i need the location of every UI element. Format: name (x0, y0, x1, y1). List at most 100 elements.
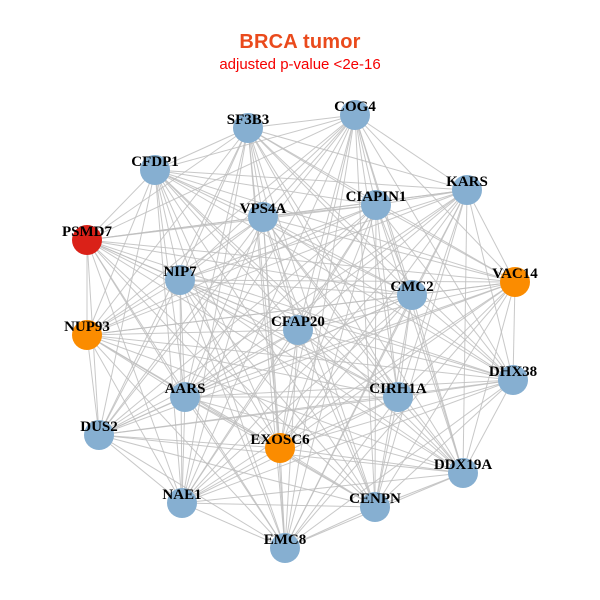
network-edge (98, 434, 286, 549)
network-edge (98, 434, 376, 508)
network-edge (86, 127, 249, 336)
network-edge (374, 204, 377, 508)
network-edge (179, 279, 413, 296)
network-edge (184, 281, 516, 398)
network-edge (181, 114, 356, 504)
network-edge (354, 114, 468, 191)
network-edge (279, 447, 464, 474)
network-edge (279, 396, 399, 449)
network-node-PSMD7 (72, 225, 102, 255)
network-node-label-CIAPIN1: CIAPIN1 (346, 189, 407, 205)
network-edge (184, 189, 468, 398)
network-edge (247, 127, 464, 474)
network-edge (184, 379, 514, 398)
network-edge (86, 169, 156, 336)
network-node-label-DUS2: DUS2 (80, 419, 118, 435)
network-edge (279, 379, 514, 449)
network-edge (297, 294, 413, 331)
network-edge (462, 379, 514, 474)
network-node-label-NAE1: NAE1 (162, 487, 201, 503)
network-edge (247, 127, 376, 508)
network-edge (247, 127, 399, 398)
network-edge (86, 281, 516, 336)
network-edge (179, 216, 264, 281)
network-node-CIAPIN1 (361, 190, 391, 220)
network-edge (154, 169, 377, 206)
network-edge (86, 169, 156, 241)
network-edge (179, 279, 514, 381)
network-edge (98, 204, 377, 436)
network-edge (184, 396, 281, 449)
network-edge (154, 169, 286, 549)
network-edge (154, 169, 264, 218)
network-edge (184, 127, 249, 398)
network-edge (154, 169, 399, 398)
network-edge (354, 114, 376, 508)
network-edge (181, 502, 376, 508)
network-edge (297, 329, 376, 508)
network-edge (86, 239, 376, 508)
network-edge (98, 216, 264, 436)
network-edge (411, 294, 514, 381)
network-edge (98, 279, 181, 436)
network-edge (374, 396, 399, 508)
network-edge (375, 204, 516, 283)
network-edge (154, 169, 516, 283)
network-edge (86, 239, 514, 381)
network-edge (179, 279, 299, 331)
network-edge (86, 329, 299, 336)
network-node-label-SF3B3: SF3B3 (227, 112, 270, 128)
network-edge (179, 127, 249, 281)
network-nodes (72, 100, 530, 563)
network-edge (179, 189, 468, 281)
network-node-CENPN (360, 492, 390, 522)
network-edge (247, 127, 264, 218)
network-edge (154, 169, 413, 296)
network-node-label-CFDP1: CFDP1 (131, 154, 179, 170)
network-edge (279, 447, 286, 549)
network-node-label-CENPN: CENPN (349, 491, 401, 507)
network-edge (247, 127, 286, 549)
network-edge (86, 216, 264, 241)
network-node-label-PSMD7: PSMD7 (62, 224, 112, 240)
network-edge (181, 294, 413, 504)
network-edge (184, 204, 377, 398)
network-edge (179, 204, 377, 281)
network-edge (297, 329, 464, 474)
network-node-CFAP20 (283, 315, 313, 345)
network-edge (98, 434, 183, 504)
network-edge (374, 281, 516, 508)
network-node-NIP7 (165, 265, 195, 295)
network-edge (86, 334, 399, 398)
network-edge (86, 114, 356, 241)
network-edge (262, 216, 413, 296)
network-edge (181, 281, 516, 504)
network-node-label-VPS4A: VPS4A (240, 201, 287, 217)
network-edge (181, 447, 281, 504)
network-node-label-CIRH1A: CIRH1A (369, 381, 427, 397)
network-edge (297, 114, 356, 331)
network-edge (284, 281, 516, 549)
network-edge (154, 127, 249, 171)
network-edge (297, 329, 399, 398)
network-edge (98, 396, 399, 436)
network-edge (181, 189, 468, 504)
network-edge (181, 216, 264, 504)
network-node-label-EMC8: EMC8 (264, 532, 307, 548)
network-edge (154, 114, 356, 171)
network-edge (181, 502, 286, 549)
network-edge (154, 169, 468, 191)
network-edge (181, 127, 249, 504)
network-edge (98, 329, 299, 436)
network-edge (86, 334, 464, 474)
network-node-COG4 (340, 100, 370, 130)
network-edge (98, 434, 281, 449)
network-edge (184, 216, 264, 398)
network-edge (98, 396, 186, 436)
network-node-label-NUP93: NUP93 (64, 319, 110, 335)
network-edge (284, 506, 376, 549)
network-edge (262, 216, 299, 331)
network-edge (397, 281, 516, 398)
